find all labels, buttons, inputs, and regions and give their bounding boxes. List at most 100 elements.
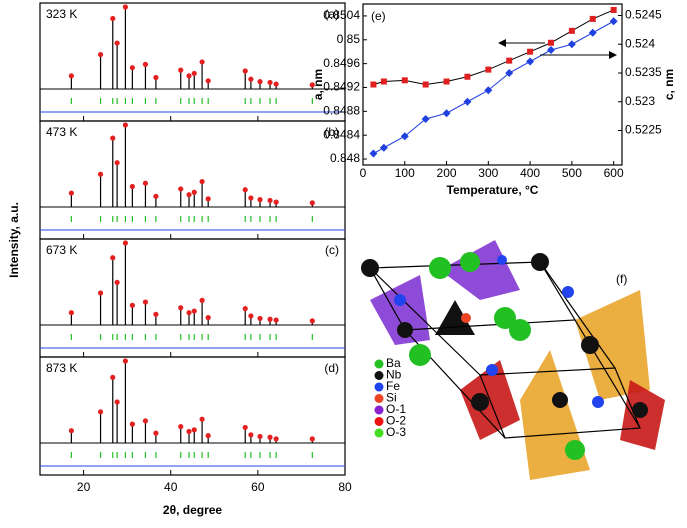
marker xyxy=(505,69,514,77)
peak-point xyxy=(153,430,159,436)
peak-point xyxy=(114,399,120,405)
temperature-label: 473 K xyxy=(46,125,77,139)
marker xyxy=(484,86,493,95)
panel-label: (e) xyxy=(371,9,386,23)
peak-point xyxy=(110,374,116,380)
marker xyxy=(506,57,513,64)
x-axis-label: Temperature, °C xyxy=(447,183,539,197)
peak-point xyxy=(97,290,104,296)
peak-point xyxy=(178,424,184,430)
legend-label: Si xyxy=(386,391,397,405)
marker xyxy=(422,81,429,88)
marker xyxy=(547,39,554,46)
peak-point xyxy=(142,180,149,186)
peak-point xyxy=(199,59,205,65)
marker xyxy=(401,77,408,84)
peak-point xyxy=(309,436,315,442)
peak-point xyxy=(97,409,104,415)
x-tick-label: 200 xyxy=(437,166,457,180)
peak-point xyxy=(186,428,192,435)
peak-point xyxy=(267,197,273,204)
temperature-label: 323 K xyxy=(46,7,77,21)
x-tick-label: 0 xyxy=(360,166,367,180)
legend-swatch xyxy=(374,394,384,403)
y-tick-label: 0.848 xyxy=(330,151,360,165)
panel-label: (f) xyxy=(616,272,627,286)
x-tick-label: 100 xyxy=(395,166,415,180)
peak-point xyxy=(191,308,197,314)
peak-point xyxy=(257,79,263,85)
peak-point xyxy=(199,416,205,422)
y2-tick-label: 0.5235 xyxy=(625,65,662,79)
panel-frame xyxy=(39,238,346,358)
temperature-label: 873 K xyxy=(46,361,77,375)
peak-point xyxy=(178,67,184,73)
legend-label: O-1 xyxy=(386,402,406,416)
peak-point xyxy=(110,255,116,261)
peak-point xyxy=(122,122,128,128)
legend-swatch xyxy=(374,371,384,380)
x-tick-label: 80 xyxy=(338,480,352,494)
peak-point xyxy=(242,187,248,193)
peak-point xyxy=(153,311,159,317)
peak-point xyxy=(178,186,184,192)
legend-swatch xyxy=(374,359,384,369)
peak-point xyxy=(242,306,248,312)
peak-point xyxy=(205,433,211,439)
peak-point xyxy=(68,310,74,316)
y2-axis-label: c, nm xyxy=(662,69,676,100)
peak-point xyxy=(191,427,197,433)
peak-point xyxy=(110,15,116,22)
peak-point xyxy=(110,135,116,141)
x-axis-label: 2θ, degree xyxy=(163,503,223,517)
plot-frame xyxy=(362,3,623,166)
peak-point xyxy=(205,78,211,84)
y-axis-label: Intensity, a.u. xyxy=(7,202,21,278)
peak-point xyxy=(153,193,159,199)
y-tick-label: 0.8492 xyxy=(323,80,360,94)
marker xyxy=(610,6,617,13)
peak-point xyxy=(114,40,120,46)
peak-point xyxy=(153,74,159,81)
marker xyxy=(369,149,378,158)
peak-point xyxy=(178,305,184,311)
arrowhead xyxy=(498,39,506,47)
peak-point xyxy=(129,302,135,308)
peak-point xyxy=(68,428,74,434)
panel-label: (d) xyxy=(324,361,339,375)
peak-point xyxy=(186,192,192,198)
peak-point xyxy=(129,65,135,71)
marker xyxy=(400,132,409,141)
y-tick-label: 0.8496 xyxy=(323,56,360,70)
peak-point xyxy=(191,70,197,77)
legend-label: Fe xyxy=(386,379,400,393)
panel-frame xyxy=(39,356,346,476)
marker xyxy=(421,115,430,123)
peak-point xyxy=(122,240,128,246)
marker xyxy=(379,143,388,152)
x-tick-label: 40 xyxy=(164,480,178,494)
peak-point xyxy=(257,197,263,203)
peak-point xyxy=(267,316,273,322)
x-tick-label: 60 xyxy=(251,480,265,494)
marker xyxy=(463,97,472,106)
peak-point xyxy=(68,73,74,79)
marker xyxy=(546,46,555,54)
y2-tick-label: 0.524 xyxy=(625,36,655,50)
legend-swatch xyxy=(374,382,384,392)
peak-point xyxy=(142,61,149,67)
peak-point xyxy=(97,51,104,58)
marker xyxy=(589,15,596,22)
peak-point xyxy=(242,68,248,74)
peak-point xyxy=(309,318,315,324)
peak-point xyxy=(122,358,128,364)
peak-point xyxy=(242,424,248,431)
peak-point xyxy=(142,299,149,305)
marker xyxy=(567,40,576,49)
peak-point xyxy=(205,315,211,321)
peak-point xyxy=(257,315,263,322)
peak-point xyxy=(142,418,149,424)
peak-point xyxy=(248,313,254,319)
y2-tick-label: 0.5225 xyxy=(625,123,662,137)
peak-point xyxy=(186,73,192,79)
